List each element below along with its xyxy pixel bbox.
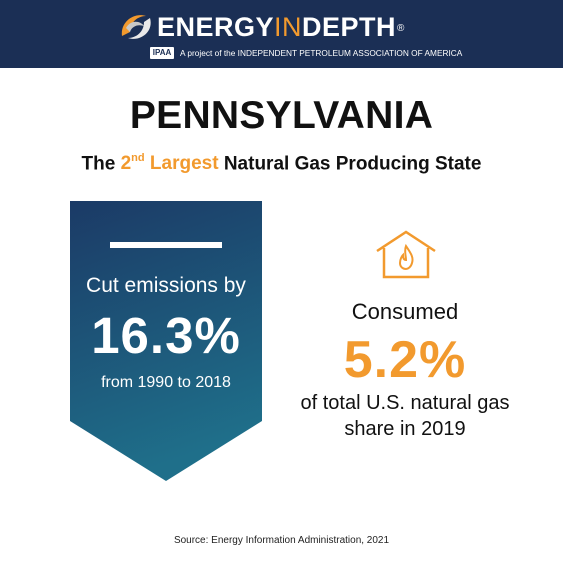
consumption-line1: of total U.S. natural gas: [300, 392, 510, 414]
subtitle-rank-number: 2: [120, 153, 132, 175]
emissions-label: Cut emissions by: [86, 274, 246, 297]
ipaa-badge-text: IPAA: [152, 48, 172, 57]
ipaa-badge: IPAA: [150, 47, 174, 59]
page-title: PENNSYLVANIA: [129, 94, 434, 137]
house-flame-icon: [376, 230, 436, 279]
consumption-line2: share in 2019: [344, 418, 466, 440]
subtitle-rest: Natural Gas Producing State: [218, 153, 482, 175]
emissions-period: from 1990 to 2018: [101, 374, 231, 391]
consumption-value: 5.2%: [343, 331, 467, 389]
tagline: A project of the INDEPENDENT PETROLEUM A…: [180, 48, 463, 58]
energy-in-depth-logo-icon: [121, 15, 151, 39]
subtitle-rank-suffix: nd: [131, 152, 145, 164]
brand-in: IN: [274, 12, 303, 42]
subtitle-highlight: Largest: [144, 153, 219, 175]
brand-energy: ENERGY: [157, 12, 275, 42]
banner-divider-bar: [110, 242, 222, 248]
source-note: Source: Energy Information Administratio…: [173, 535, 390, 546]
consumption-label: Consumed: [351, 299, 459, 324]
subtitle: The 2nd Largest Natural Gas Producing St…: [0, 146, 563, 177]
subtitle-prefix: The: [81, 153, 121, 175]
emissions-value: 16.3%: [91, 307, 241, 364]
registered-mark: ®: [397, 23, 405, 34]
brand-depth: DEPTH: [302, 12, 397, 42]
subtitle-rank: 2nd Largest: [120, 152, 219, 175]
brand-wordmark: ENERGYINDEPTH®: [157, 12, 405, 42]
emissions-banner: [70, 201, 262, 481]
header-bar: ENERGYINDEPTH® IPAA A project of the IND…: [0, 0, 563, 68]
